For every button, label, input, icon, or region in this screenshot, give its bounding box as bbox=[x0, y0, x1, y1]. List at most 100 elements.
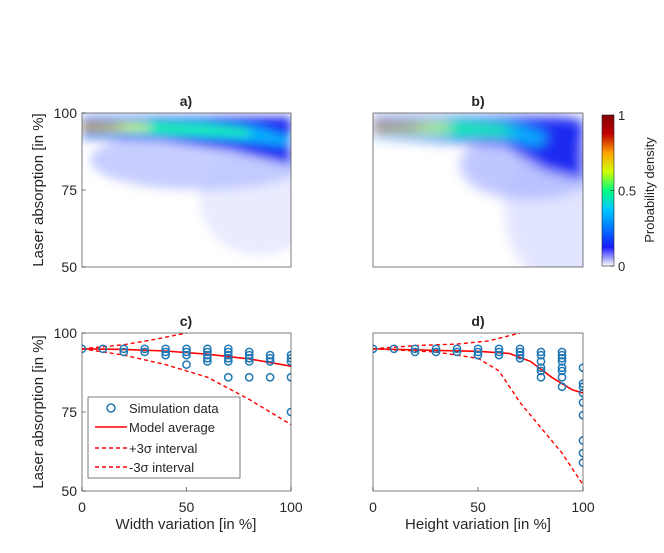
data-point-c bbox=[119, 347, 129, 357]
legend-label-simulation: Simulation data bbox=[129, 401, 219, 416]
data-point-d bbox=[578, 363, 583, 373]
data-point-d bbox=[557, 366, 567, 376]
data-point-d bbox=[536, 350, 546, 360]
data-point-c bbox=[203, 344, 212, 354]
plot-d-area bbox=[373, 333, 583, 486]
data-point-d bbox=[557, 357, 567, 366]
axes-c-xticks: 0 50 100 bbox=[78, 487, 303, 515]
data-point-d bbox=[515, 350, 525, 360]
data-point-c bbox=[223, 344, 233, 354]
panel-d: d) 0 50 100 Height variation [in %] bbox=[369, 313, 595, 533]
data-point-d bbox=[578, 458, 583, 467]
colorbar-tick-label: 1 bbox=[618, 108, 625, 123]
data-point-d bbox=[578, 379, 583, 388]
ytick-label-c: 50 bbox=[61, 483, 77, 499]
data-point-c bbox=[182, 360, 191, 369]
data-point-d bbox=[473, 344, 483, 354]
data-point-d bbox=[431, 347, 441, 357]
xtick-label-c: 50 bbox=[179, 499, 195, 515]
panel-d-xlabel: Height variation [in %] bbox=[405, 516, 551, 533]
axes-a-yticks: 50 75 100 bbox=[54, 105, 86, 275]
data-point-d bbox=[389, 344, 399, 354]
heatmap-a-red-band bbox=[82, 124, 130, 130]
data-point-c bbox=[203, 353, 212, 363]
colorbar-tick-label: 0 bbox=[618, 259, 625, 274]
data-point-d bbox=[410, 344, 420, 354]
heatmap-b-blobs bbox=[373, 117, 583, 267]
data-point-c bbox=[265, 372, 275, 382]
data-point-d bbox=[536, 372, 546, 382]
data-point-c bbox=[140, 347, 150, 357]
data-point-d bbox=[494, 350, 504, 360]
legend-label-minus3sigma: -3σ interval bbox=[129, 460, 194, 475]
data-point-d bbox=[578, 388, 583, 398]
ytick-label-c: 100 bbox=[54, 325, 78, 341]
data-point-d bbox=[557, 353, 567, 363]
series-line-d-3 bbox=[373, 348, 583, 486]
legend-marker-simulation bbox=[106, 403, 116, 413]
data-point-d bbox=[473, 347, 483, 357]
axes-c-yticks: 50 75 100 bbox=[54, 325, 86, 499]
data-point-d bbox=[494, 344, 504, 354]
colorbar-ticks: 10.50 bbox=[610, 108, 636, 274]
data-point-d bbox=[515, 347, 525, 357]
panel-b-title: b) bbox=[471, 93, 484, 109]
data-point-c bbox=[244, 347, 254, 357]
xtick-label-d: 0 bbox=[369, 499, 377, 515]
data-point-c bbox=[244, 353, 254, 363]
data-point-c bbox=[223, 350, 233, 360]
heatmap-b-density bbox=[373, 117, 583, 267]
data-point-d bbox=[536, 347, 546, 357]
data-point-c bbox=[244, 350, 254, 360]
data-point-d bbox=[452, 344, 462, 354]
heatmap-b-red-band bbox=[373, 124, 430, 130]
data-point-d bbox=[578, 410, 583, 420]
panel-a-title: a) bbox=[180, 93, 192, 109]
data-point-d bbox=[515, 344, 525, 354]
data-point-c bbox=[182, 347, 191, 357]
series-line-d-2 bbox=[373, 333, 521, 350]
data-point-c bbox=[203, 350, 212, 360]
legend-label-plus3sigma: +3σ interval bbox=[129, 441, 197, 456]
legend-box bbox=[87, 396, 241, 479]
heatmap-a-blobs bbox=[82, 117, 291, 255]
xtick-label-c: 0 bbox=[78, 499, 86, 515]
data-point-d bbox=[557, 363, 567, 373]
data-point-c bbox=[265, 350, 275, 360]
xtick-label-c: 100 bbox=[279, 499, 303, 515]
data-point-d bbox=[431, 344, 441, 354]
data-point-d bbox=[578, 436, 583, 445]
data-point-c bbox=[119, 344, 129, 354]
ytick-label-a: 50 bbox=[61, 259, 77, 275]
data-point-c bbox=[182, 344, 191, 354]
data-point-c bbox=[223, 347, 233, 357]
data-point-d bbox=[557, 350, 567, 360]
data-point-c bbox=[98, 344, 108, 354]
legend-label-average: Model average bbox=[129, 420, 215, 435]
data-point-d bbox=[578, 382, 583, 392]
heatmap-a-density bbox=[82, 117, 291, 255]
panel-a: a) 50 75 100 Laser absorption [in %] bbox=[30, 93, 292, 275]
ytick-label-a: 100 bbox=[54, 105, 78, 121]
data-point-d bbox=[536, 357, 546, 366]
data-point-d bbox=[578, 398, 583, 407]
ytick-label-c: 75 bbox=[61, 404, 77, 420]
data-point-d bbox=[515, 353, 525, 363]
data-point-d bbox=[578, 448, 583, 458]
data-point-d bbox=[557, 372, 567, 382]
legend: Simulation data Model average +3σ interv… bbox=[87, 396, 241, 479]
series-line-d-1 bbox=[373, 348, 583, 394]
data-point-d bbox=[373, 344, 378, 354]
xtick-label-d: 50 bbox=[470, 499, 486, 515]
colorbar: 10.50 Probability density bbox=[601, 108, 657, 274]
data-point-c bbox=[265, 353, 275, 363]
data-point-c bbox=[223, 353, 233, 363]
data-point-c bbox=[161, 350, 170, 360]
panel-d-title: d) bbox=[471, 313, 484, 329]
data-point-c bbox=[161, 344, 170, 354]
panel-a-ylabel: Laser absorption [in %] bbox=[30, 113, 47, 266]
data-point-d bbox=[557, 382, 567, 392]
colorbar-label: Probability density bbox=[642, 137, 657, 243]
